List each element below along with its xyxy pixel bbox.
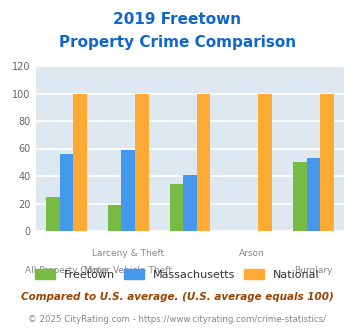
Bar [293, 162, 307, 231]
Bar [46, 197, 60, 231]
Text: All Property Crime: All Property Crime [25, 266, 108, 275]
Legend: Freetown, Massachusetts, National: Freetown, Massachusetts, National [31, 265, 324, 284]
Bar [60, 154, 73, 231]
Text: © 2025 CityRating.com - https://www.cityrating.com/crime-statistics/: © 2025 CityRating.com - https://www.city… [28, 315, 327, 324]
Text: Larceny & Theft: Larceny & Theft [92, 249, 164, 258]
Text: Motor Vehicle Theft: Motor Vehicle Theft [84, 266, 172, 275]
Bar [258, 93, 272, 231]
Text: Compared to U.S. average. (U.S. average equals 100): Compared to U.S. average. (U.S. average … [21, 292, 334, 302]
Bar [108, 205, 121, 231]
Bar [197, 93, 210, 231]
Bar [183, 175, 197, 231]
Bar [121, 150, 135, 231]
Text: 2019 Freetown: 2019 Freetown [114, 12, 241, 26]
Text: Property Crime Comparison: Property Crime Comparison [59, 35, 296, 50]
Text: Arson: Arson [239, 249, 264, 258]
Text: Burglary: Burglary [294, 266, 333, 275]
Bar [307, 158, 320, 231]
Bar [320, 93, 334, 231]
Bar [135, 93, 148, 231]
Bar [170, 184, 183, 231]
Bar [73, 93, 87, 231]
